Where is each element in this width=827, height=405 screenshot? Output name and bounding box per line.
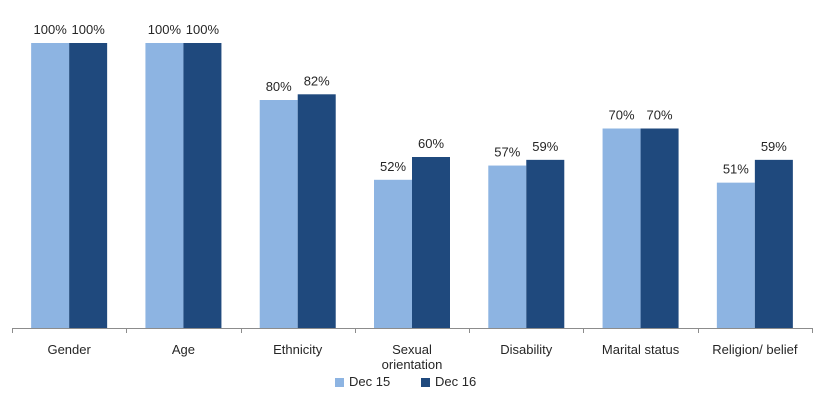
bar-religion-belief-dec-15	[716, 182, 755, 328]
category-label-religion-belief: Religion/ belief	[712, 342, 798, 357]
legend: Dec 15 Dec 16	[335, 374, 476, 389]
bar-ethnicity-dec-16	[297, 94, 336, 328]
x-axis-ticks	[12, 328, 813, 333]
data-label-ethnicity-dec-16: 82%	[304, 73, 330, 88]
data-label-marital-status-dec-16: 70%	[647, 108, 673, 123]
category-label-sexual-orientation: Sexual orientation	[382, 342, 443, 372]
data-label-gender-dec-15: 100%	[34, 22, 68, 37]
data-label-gender-dec-16: 100%	[72, 22, 106, 37]
bar-gender-dec-15	[31, 43, 70, 328]
bar-disability-dec-16	[526, 159, 565, 328]
bar-age-dec-16	[183, 43, 222, 328]
data-label-religion-belief-dec-16: 59%	[761, 139, 787, 154]
category-label-gender: Gender	[47, 342, 91, 357]
data-label-disability-dec-16: 59%	[532, 139, 558, 154]
legend-item-dec-15: Dec 15	[335, 374, 390, 389]
data-label-ethnicity-dec-15: 80%	[266, 79, 292, 94]
legend-label-dec-15: Dec 15	[349, 374, 390, 389]
category-label-disability: Disability	[500, 342, 553, 357]
category-label-ethnicity: Ethnicity	[273, 342, 323, 357]
data-label-age-dec-16: 100%	[186, 22, 220, 37]
legend-item-dec-16: Dec 16	[421, 374, 476, 389]
bar-marital-status-dec-16	[640, 128, 679, 328]
data-label-religion-belief-dec-15: 51%	[723, 162, 749, 177]
data-label-marital-status-dec-15: 70%	[609, 108, 635, 123]
data-label-disability-dec-15: 57%	[494, 145, 520, 160]
bar-sexual-orientation-dec-15	[374, 179, 412, 328]
legend-label-dec-16: Dec 16	[435, 374, 476, 389]
bar-religion-belief-dec-16	[754, 159, 793, 328]
bar-gender-dec-16	[69, 43, 108, 328]
category-label-marital-status: Marital status	[602, 342, 680, 357]
data-label-sexual-orientation-dec-15: 52%	[380, 159, 406, 174]
bar-age-dec-15	[145, 43, 184, 328]
bar-marital-status-dec-15	[602, 128, 641, 328]
legend-swatch-dec-16	[421, 378, 430, 387]
category-label-age: Age	[172, 342, 195, 357]
data-label-age-dec-15: 100%	[148, 22, 182, 37]
bars-layer	[31, 43, 793, 328]
data-labels-layer: 100% 100% 100% 100% 80% 82% 52% 60% 57% 59% 70% 70%…	[34, 22, 788, 177]
bar-ethnicity-dec-15	[259, 100, 298, 328]
data-label-sexual-orientation-dec-16: 60%	[418, 136, 444, 151]
bar-disability-dec-15	[488, 165, 527, 328]
category-labels: Gender Age Ethnicity Sexual orientation Disab…	[47, 342, 797, 372]
bar-sexual-orientation-dec-16	[412, 157, 450, 328]
legend-swatch-dec-15	[335, 378, 344, 387]
